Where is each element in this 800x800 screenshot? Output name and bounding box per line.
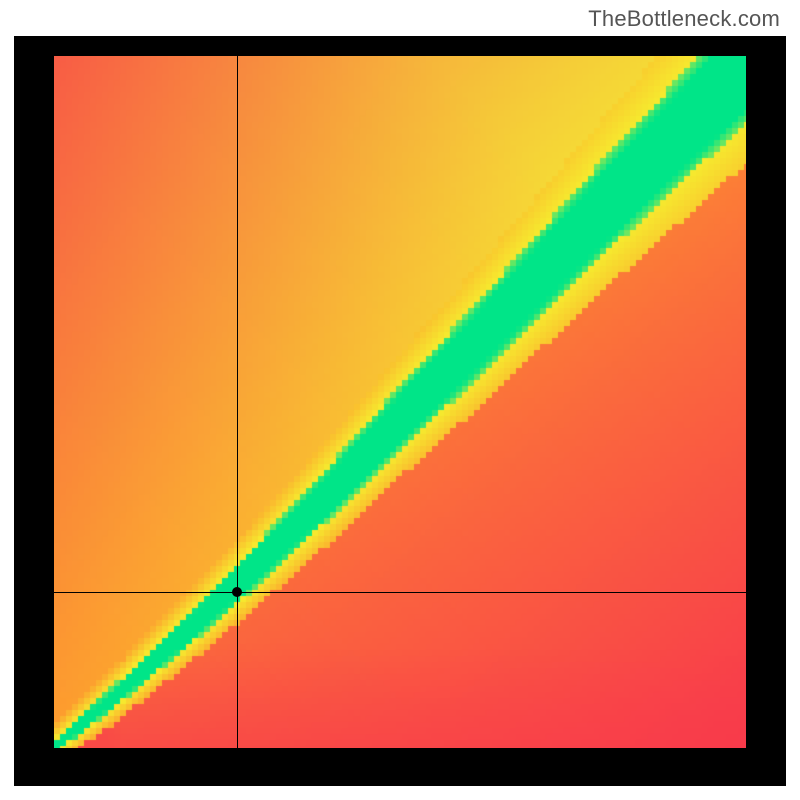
chart-container: TheBottleneck.com <box>0 0 800 800</box>
crosshair-horizontal <box>54 592 746 593</box>
crosshair-marker <box>232 587 242 597</box>
chart-frame <box>14 36 786 786</box>
crosshair-vertical <box>237 56 238 748</box>
watermark-text: TheBottleneck.com <box>588 6 780 32</box>
heatmap-canvas <box>54 56 746 748</box>
